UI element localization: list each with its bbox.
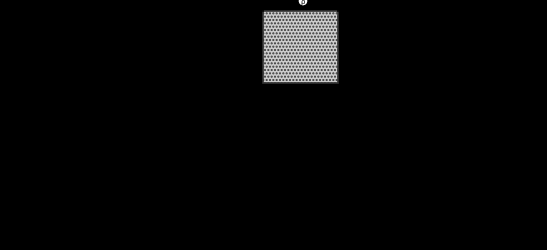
Text: First decrease then increase: First decrease then increase (293, 218, 451, 228)
Text: s): s) (278, 218, 288, 228)
Text: Upthrust on ball: Upthrust on ball (23, 130, 113, 140)
Text: Net force on ball: Net force on ball (23, 181, 115, 191)
Text: q): q) (278, 156, 289, 166)
Text: h: h (356, 43, 362, 53)
Text: p): p) (278, 130, 289, 140)
Text: D): D) (6, 218, 19, 228)
Bar (263, 12, 337, 84)
Text: ρ: ρ (301, 0, 305, 5)
Text: First increase then decrease: First increase then decrease (293, 181, 451, 191)
Text: r): r) (278, 181, 287, 191)
Text: Speed of ball: Speed of ball (23, 156, 96, 166)
Circle shape (298, 0, 308, 7)
Text: Column I: Column I (109, 103, 167, 116)
Text: C): C) (6, 181, 18, 191)
Text: Will continuously increase: Will continuously increase (293, 156, 438, 166)
Text: Will continuously decrease: Will continuously decrease (293, 130, 442, 140)
Text: Column II: Column II (377, 103, 440, 116)
Text: Gravitational potential energy of
ball: Gravitational potential energy of ball (23, 213, 205, 234)
Text: A): A) (6, 130, 18, 140)
Text: B): B) (6, 156, 18, 166)
